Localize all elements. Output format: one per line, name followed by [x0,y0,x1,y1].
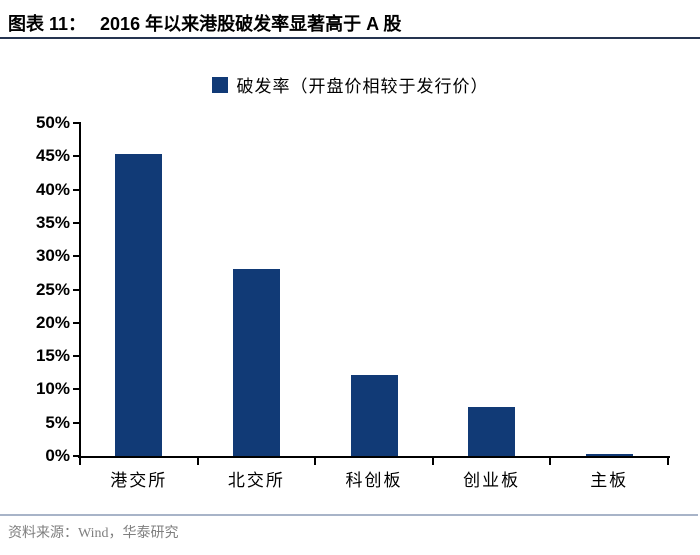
bar-港交所 [115,153,163,456]
x-category-label: 科创板 [345,471,403,490]
bar-主板 [585,454,633,456]
chart-number: 图表 11： [8,14,87,34]
title-divider [0,37,700,39]
y-tick-label: 20% [35,312,70,332]
x-category-label: 港交所 [110,471,168,490]
y-axis-tick [73,288,80,291]
x-category-label: 主板 [590,471,629,490]
y-tick-label: 25% [35,279,70,299]
chart-title: 图表 11： 2016 年以来港股破发率显著高于 A 股 [8,10,698,36]
y-tick-label: 45% [35,146,70,166]
y-axis-tick [73,355,80,358]
y-axis-tick [73,255,80,258]
source-note: 资料来源：Wind，华泰研究 [8,526,179,541]
y-tick-label: 30% [35,246,70,266]
y-tick-label: 10% [35,379,70,399]
y-axis-tick [73,388,80,391]
x-axis-tick [667,458,669,465]
y-axis-tick [73,221,80,224]
chart-title-text: 2016 年以来港股破发率显著高于 A 股 [100,14,402,34]
y-axis-tick [73,122,80,124]
bar-创业板 [468,407,516,456]
y-axis-tick [73,455,80,457]
x-axis [78,456,670,458]
y-tick-label: 0% [45,446,70,465]
y-tick-label: 5% [45,412,70,432]
y-axis [79,122,81,463]
y-axis-tick [73,188,80,191]
y-tick-label: 50% [35,113,70,132]
bar-北交所 [232,268,280,456]
x-axis-tick [314,458,317,465]
y-tick-label: 35% [35,212,70,232]
legend-swatch-icon [211,76,228,93]
y-axis-tick [73,155,80,158]
legend: 破发率（开盘价相较于发行价） [0,72,700,97]
legend-label: 破发率（开盘价相较于发行价） [236,77,489,96]
x-axis-tick [196,458,199,465]
x-category-label: 创业板 [463,471,521,490]
y-tick-label: 15% [35,346,70,366]
footer-divider [0,514,698,516]
x-axis-tick [431,458,434,465]
y-axis-tick [73,321,80,324]
x-category-label: 北交所 [227,471,285,490]
x-axis-tick [549,458,552,465]
bar-科创板 [350,375,398,456]
x-axis-tick [79,458,81,465]
y-axis-tick [73,421,80,424]
y-tick-label: 40% [35,179,70,199]
